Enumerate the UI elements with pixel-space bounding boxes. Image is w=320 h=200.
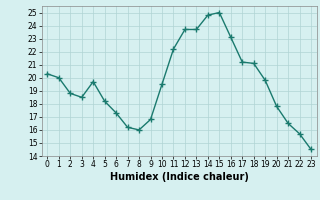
X-axis label: Humidex (Indice chaleur): Humidex (Indice chaleur)	[110, 172, 249, 182]
